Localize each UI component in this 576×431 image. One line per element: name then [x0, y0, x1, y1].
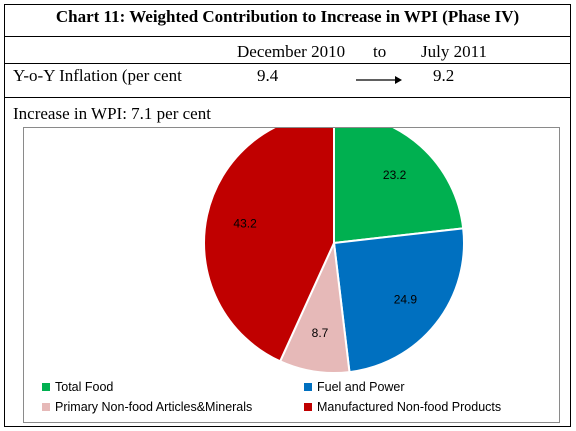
- inflation-to-value: 9.2: [433, 66, 455, 85]
- chart-frame: [4, 4, 571, 427]
- legend-swatch-manufactured-non-food-products: [304, 403, 312, 411]
- pie-slice-total-food: [333, 111, 465, 245]
- legend-swatch-fuel-and-power: [304, 383, 312, 391]
- period-to-word: to: [373, 42, 387, 61]
- inflation-divider: [4, 97, 571, 98]
- legend-label-manufactured-non-food-products: Manufactured Non-food Products: [317, 400, 501, 414]
- legend-swatch-primary-non-food-articles-minerals: [42, 403, 50, 411]
- data-label-fuel-and-power: 24.9: [394, 292, 418, 306]
- chart-title: Chart 11: Weighted Contribution to Incre…: [55, 7, 520, 26]
- legend-label-total-food: Total Food: [55, 380, 113, 394]
- data-label-manufactured-non-food-products: 43.2: [233, 217, 257, 231]
- period-from: December 2010: [237, 42, 346, 61]
- chart-area: 23.2 24.9 8.7 43.2 Total Food Fuel and Power…: [23, 111, 560, 423]
- period-to: July 2011: [421, 42, 487, 61]
- legend-label-primary-non-food-articles-minerals: Primary Non-food Articles&Minerals: [55, 400, 252, 414]
- wpi-increase-text: Increase in WPI: 7.1 per cent: [13, 104, 211, 123]
- data-label-primary-non-food-articles-minerals: 8.7: [312, 326, 329, 340]
- inflation-label: Y-o-Y Inflation (per cent: [13, 66, 182, 85]
- inflation-from-value: 9.4: [257, 66, 279, 85]
- title-divider: [4, 36, 571, 37]
- legend-swatch-total-food: [42, 383, 50, 391]
- pie-chart: 23.2 24.9 8.7 43.2 Total Food Fuel and Power…: [42, 111, 501, 414]
- legend-label-fuel-and-power: Fuel and Power: [317, 380, 405, 394]
- right-arrow-icon: [356, 76, 402, 84]
- data-label-total-food: 23.2: [383, 168, 407, 182]
- pie-slice-fuel-and-power: [332, 227, 465, 374]
- period-divider: [4, 63, 571, 64]
